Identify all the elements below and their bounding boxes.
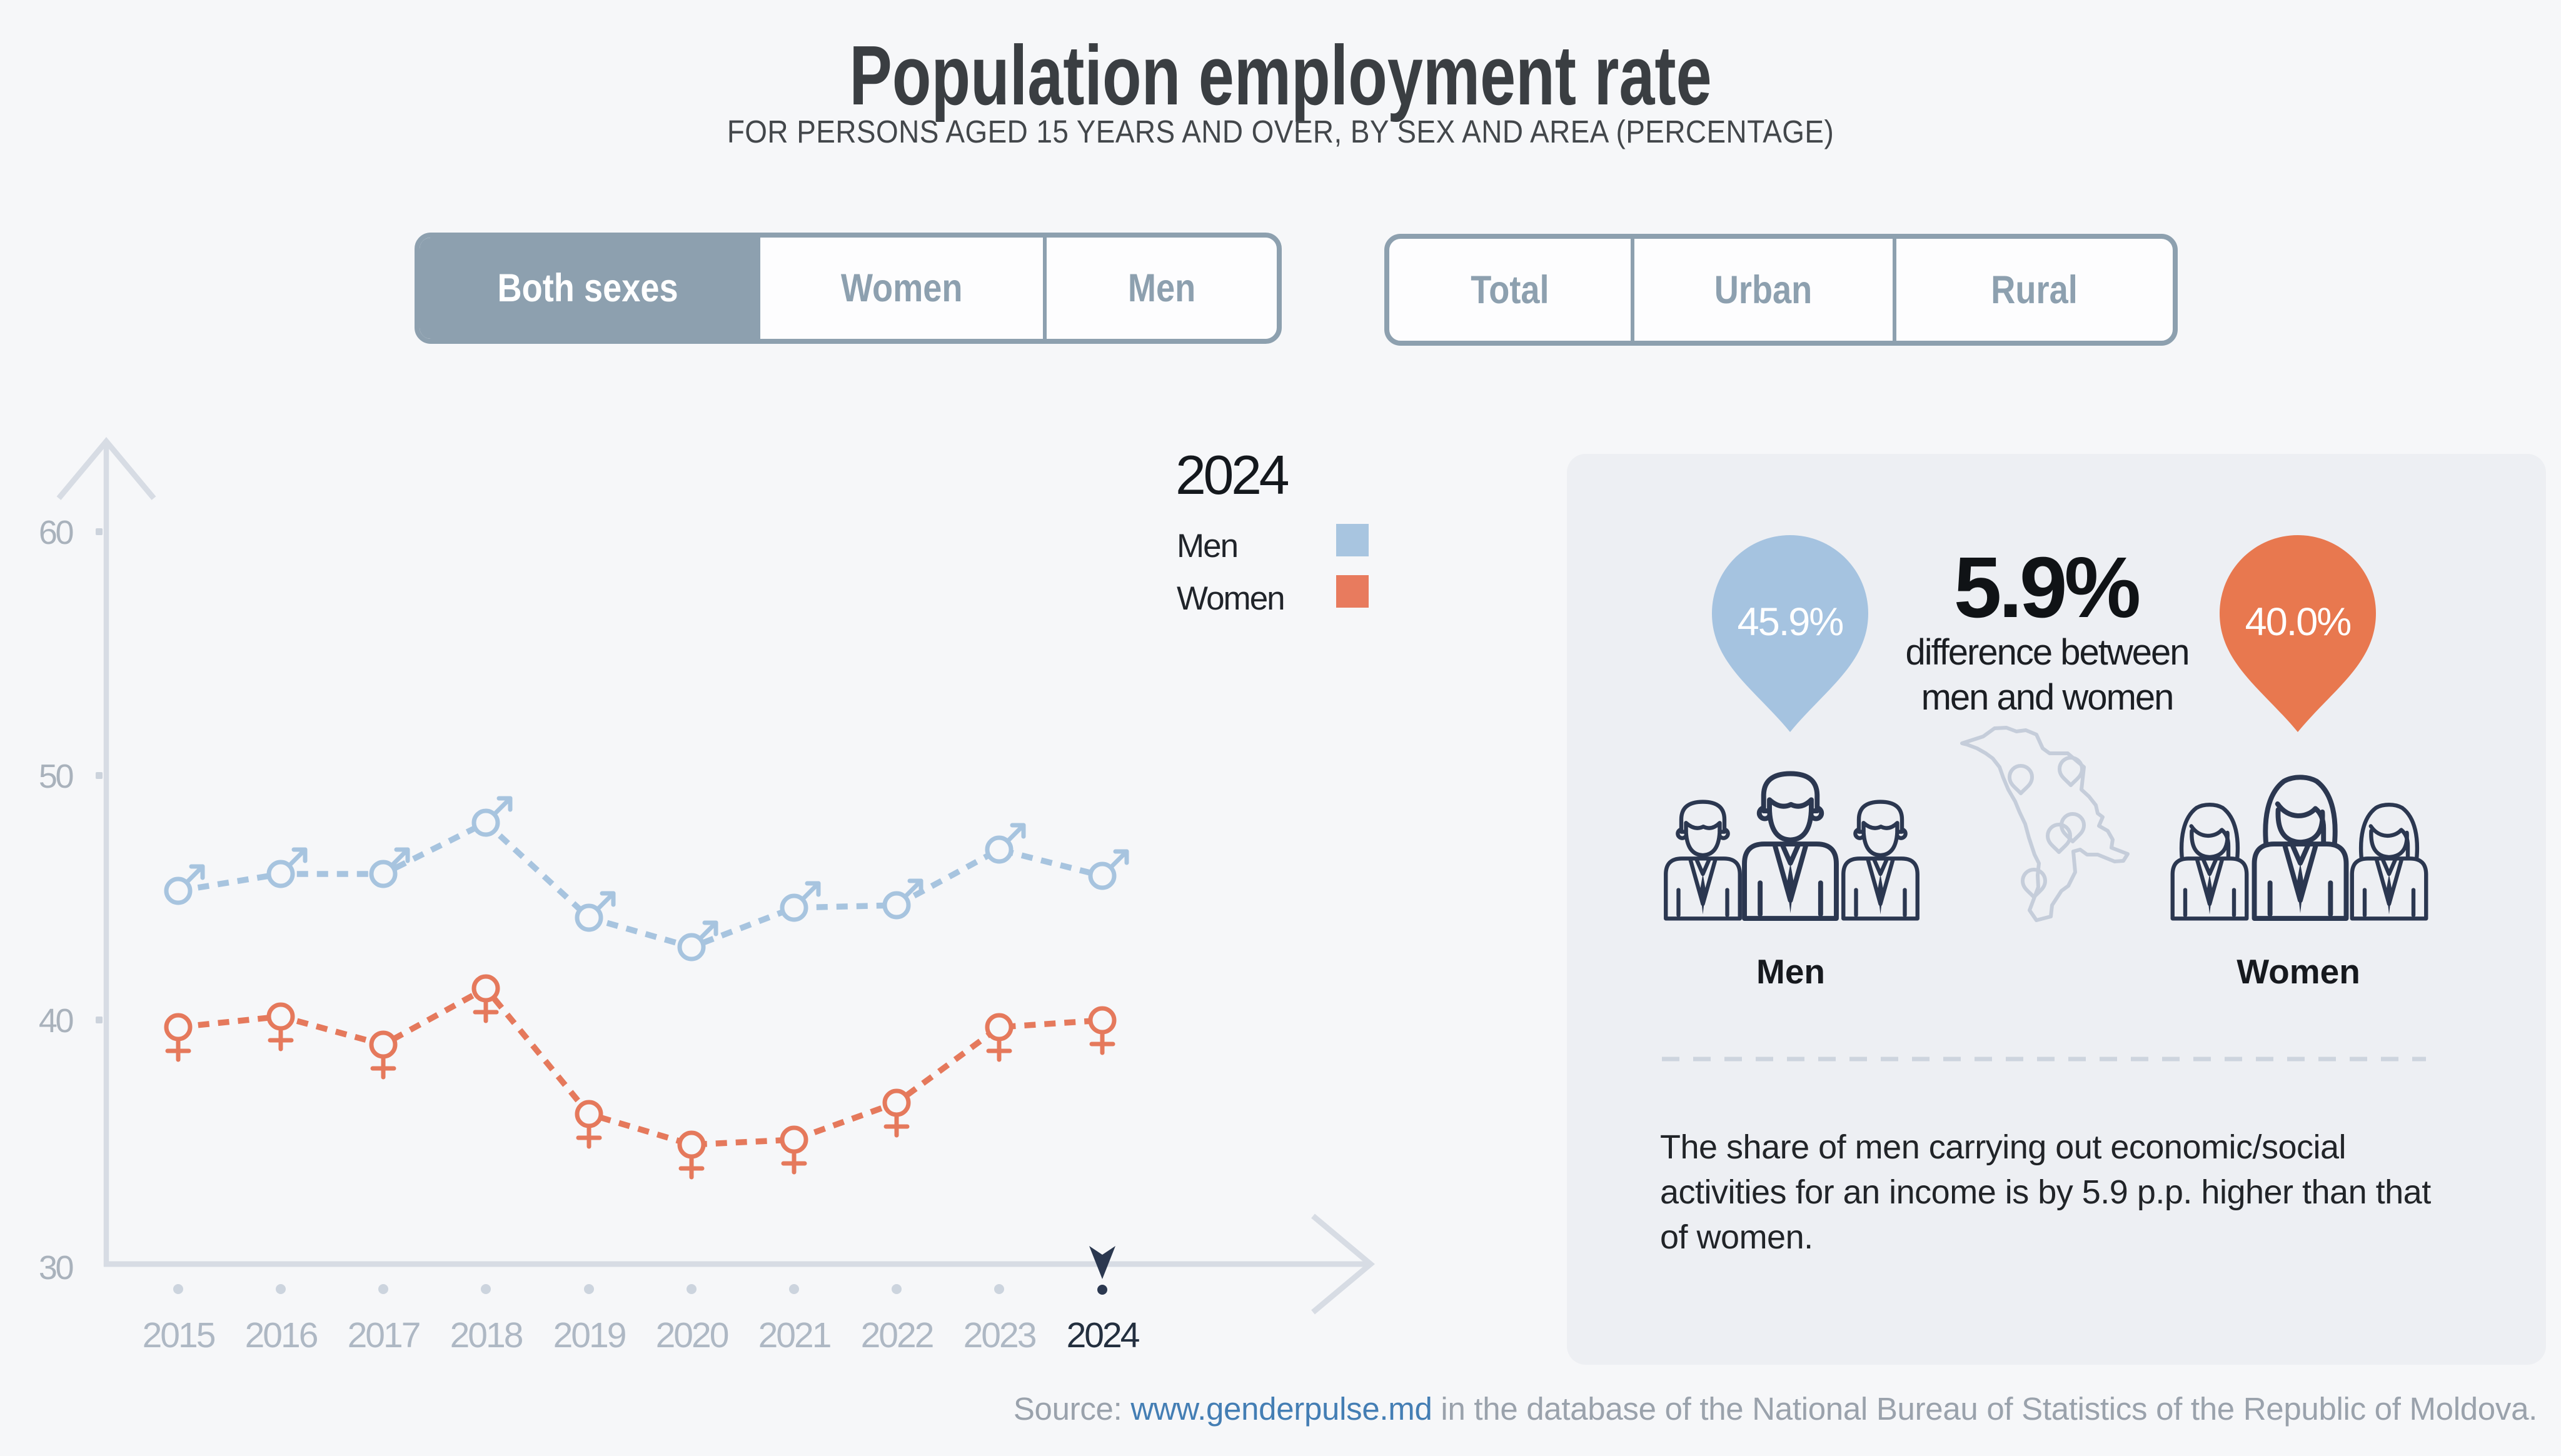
svg-text:50: 50 <box>39 758 73 795</box>
svg-text:of women.: of women. <box>1660 1218 1813 1256</box>
svg-text:2018: 2018 <box>450 1315 523 1355</box>
svg-text:2016: 2016 <box>245 1315 318 1355</box>
svg-text:The share of men carrying out: The share of men carrying out economic/s… <box>1660 1128 2346 1166</box>
svg-text:2019: 2019 <box>553 1315 625 1355</box>
svg-text:Men: Men <box>1177 528 1237 565</box>
svg-text:Men: Men <box>1756 952 1825 991</box>
svg-text:40: 40 <box>39 1002 73 1040</box>
svg-text:2020: 2020 <box>656 1315 728 1355</box>
svg-text:FOR PERSONS AGED 15 YEARS AND: FOR PERSONS AGED 15 YEARS AND OVER, BY S… <box>727 114 1834 150</box>
svg-text:40.0%: 40.0% <box>2245 600 2351 644</box>
svg-text:2021: 2021 <box>758 1315 830 1355</box>
svg-text:2015: 2015 <box>143 1315 215 1355</box>
svg-text:Women: Women <box>1177 580 1284 617</box>
svg-text:activities for an income is by: activities for an income is by 5.9 p.p. … <box>1660 1173 2431 1211</box>
svg-text:2017: 2017 <box>348 1315 420 1355</box>
svg-text:2024: 2024 <box>1175 444 1289 506</box>
svg-text:2022: 2022 <box>861 1315 933 1355</box>
svg-text:45.9%: 45.9% <box>1738 600 1843 644</box>
svg-text:men and women: men and women <box>1921 677 2173 718</box>
svg-text:difference between: difference between <box>1905 632 2188 673</box>
svg-text:60: 60 <box>39 514 73 551</box>
svg-text:2023: 2023 <box>964 1315 1036 1355</box>
svg-text:2024: 2024 <box>1067 1315 1140 1355</box>
svg-text:Women: Women <box>2236 952 2360 991</box>
svg-text:5.9%: 5.9% <box>1954 540 2140 636</box>
svg-text:Source: www.genderpulse.md in: Source: www.genderpulse.md in the databa… <box>1014 1391 2537 1427</box>
svg-text:Population employment rate: Population employment rate <box>849 28 1711 123</box>
svg-text:30: 30 <box>39 1249 73 1287</box>
